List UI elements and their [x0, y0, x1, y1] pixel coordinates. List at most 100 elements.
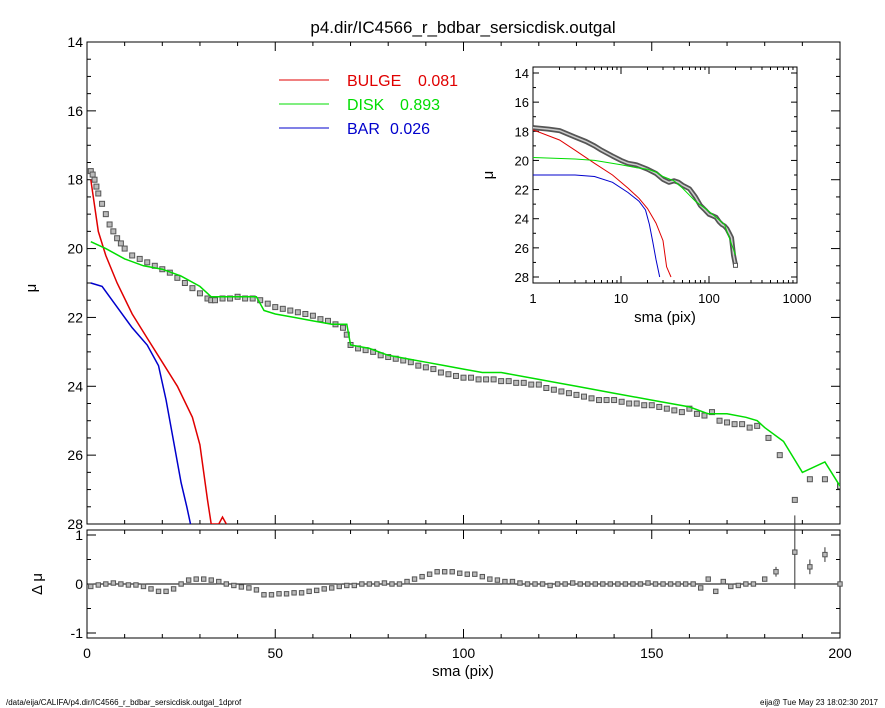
main-y-axis: 14 16 18 20 22 24 26 28: [67, 34, 840, 532]
main-data-point: [543, 385, 550, 392]
residual-data-point: [155, 588, 162, 595]
main-data-point: [611, 397, 618, 404]
inset-data-line: [533, 126, 737, 266]
x-tick-label: 0: [83, 645, 91, 661]
main-data-point: [671, 407, 678, 414]
residual-data-point: [411, 576, 418, 582]
residual-data-point: [441, 569, 448, 575]
residual-data-point: [713, 588, 719, 595]
inset-series-bar: [533, 174, 661, 278]
main-data-point: [765, 434, 772, 441]
residual-data-point: [208, 577, 214, 583]
residual-data-point: [329, 585, 335, 591]
main-x-axis: [86, 42, 841, 524]
main-data-point: [837, 483, 840, 490]
main-data-point: [498, 378, 505, 385]
main-data-point: [452, 372, 459, 379]
main-data-point: [596, 397, 603, 404]
inset-x-tick-label: 1000: [783, 291, 812, 306]
residual-data-point: [261, 592, 267, 598]
main-data-point: [731, 421, 738, 428]
residual-data-point: [404, 578, 410, 585]
residual-data-point: [509, 578, 516, 585]
inset-y-tick-label: 14: [515, 66, 529, 81]
main-data-point: [114, 235, 121, 242]
residual-data-point: [178, 581, 184, 587]
main-data-point: [618, 398, 625, 405]
main-data-point: [340, 324, 347, 331]
inset-y-tick-label: 28: [515, 270, 529, 285]
main-data-point: [279, 305, 286, 312]
residual-y-tick-label: -1: [71, 625, 84, 641]
inset-y-tick-label: 16: [515, 95, 529, 110]
residual-data-point: [792, 549, 798, 555]
residual-data-point: [313, 587, 320, 594]
main-data-point: [505, 378, 512, 385]
residual-data-point: [223, 581, 230, 587]
main-data-point: [430, 366, 437, 373]
residual-data-point: [457, 570, 463, 576]
residual-data-point: [268, 592, 275, 598]
main-data-point: [272, 304, 279, 311]
residual-data-point: [231, 582, 237, 589]
inset-y-tick-label: 20: [515, 153, 529, 168]
inset-plot: 14 16 18 20 22 24 26 28 1 10 100 1000 μ sma (pix): [480, 66, 811, 326]
residual-y-axis: -1 0 1: [71, 527, 840, 641]
residual-data-point: [185, 577, 192, 583]
residual-data-point: [675, 581, 681, 587]
residual-data-point: [148, 586, 154, 592]
main-y-tick-label: 22: [67, 309, 83, 325]
residual-data-point: [381, 580, 388, 586]
residual-data-point: [532, 581, 538, 587]
main-data-point: [603, 397, 610, 404]
residual-data-point: [246, 585, 252, 591]
residual-data-point: [592, 581, 598, 587]
main-series-bar: [90, 282, 192, 524]
main-y-tick-label: 20: [67, 241, 83, 257]
main-data-point: [196, 290, 203, 297]
main-data-point: [724, 419, 731, 426]
residual-data-point: [502, 578, 508, 585]
residual-data-point: [773, 569, 779, 575]
residual-data-point: [705, 576, 711, 582]
main-data-point: [535, 381, 542, 388]
residual-data-point: [103, 581, 109, 587]
residual-data-point: [569, 580, 576, 586]
main-data-point: [708, 409, 715, 416]
legend-label-bulge: BULGE: [347, 73, 401, 90]
main-data-point: [648, 402, 655, 409]
residual-data-point: [822, 551, 828, 558]
main-data-point: [102, 211, 109, 218]
inset-y-axis: 14 16 18 20 22 24 26 28: [515, 66, 797, 285]
residual-data-point: [140, 583, 147, 590]
inset-series-group: [533, 125, 738, 278]
residual-data-point: [95, 582, 101, 588]
main-data-point: [791, 496, 798, 503]
residual-data-point: [743, 581, 749, 587]
main-data-point: [219, 295, 226, 302]
inset-y-tick-label: 18: [515, 124, 529, 139]
main-plot: 14 16 18 20 22 24 26 28 μ BULGE 0.081 DISK 0.893 BA…: [23, 34, 841, 532]
residual-series-group: [88, 515, 843, 598]
residual-data-point: [193, 576, 199, 582]
main-data-point: [264, 300, 271, 307]
residual-data-point: [389, 581, 395, 587]
main-data-point: [468, 374, 475, 381]
main-data-point: [415, 362, 422, 369]
residual-data-point: [622, 581, 629, 587]
residual-data-point: [298, 590, 305, 596]
legend-value-disk: 0.893: [400, 97, 440, 114]
residual-data-point: [336, 583, 342, 590]
residual-data-point: [426, 571, 433, 577]
residual-data-point: [163, 588, 169, 595]
residual-data-point: [321, 586, 327, 592]
main-data-point: [129, 252, 136, 259]
main-data-point: [249, 295, 256, 302]
inset-y-tick-label: 22: [515, 183, 529, 198]
inset-series-bulge: [533, 129, 672, 278]
footer-timestamp: eija@ Tue May 23 18:02:30 2017: [760, 698, 879, 707]
inset-series-disk: [533, 157, 736, 256]
main-data-point: [106, 221, 113, 228]
main-data-point: [550, 386, 557, 393]
main-data-point: [445, 371, 452, 378]
